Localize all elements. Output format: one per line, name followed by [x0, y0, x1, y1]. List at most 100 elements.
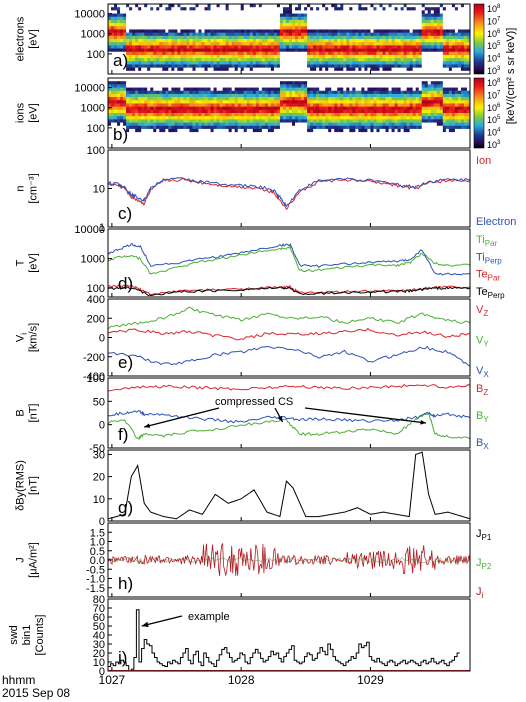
- heatmap-cell: [156, 103, 160, 108]
- heatmap-cell: [198, 144, 202, 149]
- heatmap-cell: [282, 138, 287, 143]
- heatmap-cell: [147, 93, 151, 98]
- heatmap-cell: [289, 128, 293, 133]
- heatmap-cell: [237, 116, 242, 120]
- heatmap-cell: [316, 109, 320, 114]
- heatmap-cell: [370, 116, 374, 120]
- heatmap-cell: [349, 35, 353, 40]
- heatmap-cell: [117, 7, 121, 11]
- heatmap-cell: [349, 100, 353, 104]
- heatmap-cell: [171, 132, 175, 136]
- heatmap-cell: [243, 81, 248, 85]
- heatmap-cell: [195, 13, 199, 18]
- heatmap-cell: [427, 48, 432, 53]
- heatmap-cell: [126, 32, 130, 37]
- heatmap-cell: [349, 103, 353, 108]
- heatmap-cell: [240, 135, 245, 139]
- heatmap-cell: [439, 42, 444, 46]
- heatmap-cell: [439, 23, 444, 27]
- heatmap-cell: [298, 122, 302, 127]
- heatmap-cell: [216, 122, 221, 127]
- heatmap-cell: [361, 119, 365, 123]
- heatmap-cell: [382, 109, 386, 114]
- heatmap-cell: [165, 78, 169, 82]
- heatmap-cell: [207, 29, 211, 34]
- heatmap-cell: [252, 64, 257, 69]
- heatmap-cell: [231, 78, 236, 82]
- heatmap-cell: [210, 135, 214, 139]
- y-axis-label: [eV]: [28, 29, 40, 49]
- heatmap-cell: [304, 10, 308, 14]
- heatmap-cell: [141, 93, 145, 98]
- heatmap-cell: [319, 54, 323, 59]
- heatmap-cell: [264, 100, 269, 104]
- heatmap-cell: [222, 32, 227, 37]
- heatmap-cell: [270, 93, 275, 98]
- heatmap-cell: [156, 100, 160, 104]
- heatmap-cell: [337, 48, 341, 53]
- heatmap-cell: [162, 97, 166, 101]
- heatmap-cell: [177, 10, 181, 14]
- heatmap-cell: [243, 32, 248, 37]
- heatmap-cell: [397, 122, 402, 127]
- heatmap-cell: [213, 116, 217, 120]
- heatmap-cell: [201, 13, 205, 18]
- heatmap-cell: [322, 81, 326, 85]
- heatmap-cell: [355, 100, 359, 104]
- heatmap-cell: [183, 42, 187, 46]
- heatmap-cell: [346, 67, 350, 72]
- heatmap-cell: [400, 106, 405, 111]
- heatmap-cell: [141, 29, 145, 34]
- heatmap-cell: [285, 13, 290, 18]
- heatmap-cell: [457, 7, 462, 11]
- heatmap-cell: [138, 81, 142, 85]
- heatmap-cell: [322, 97, 326, 101]
- heatmap-cell: [346, 87, 350, 92]
- heatmap-cell: [189, 119, 193, 123]
- heatmap-cell: [322, 78, 326, 82]
- heatmap-cell: [207, 78, 211, 82]
- heatmap-cell: [358, 7, 362, 11]
- heatmap-cell: [406, 144, 411, 149]
- heatmap-cell: [162, 81, 166, 85]
- heatmap-cell: [180, 64, 184, 69]
- heatmap-cell: [285, 10, 290, 14]
- heatmap-cell: [412, 10, 417, 14]
- heatmap-cell: [442, 64, 447, 69]
- heatmap-cell: [192, 7, 196, 11]
- heatmap-cell: [237, 109, 242, 114]
- heatmap-cell: [355, 4, 359, 8]
- heatmap-cell: [358, 141, 362, 146]
- heatmap-cell: [379, 90, 383, 95]
- heatmap-cell: [198, 4, 202, 8]
- heatmap-cell: [331, 29, 335, 34]
- heatmap-cell: [108, 135, 112, 139]
- heatmap-cell: [144, 23, 148, 27]
- heatmap-cell: [207, 32, 211, 37]
- heatmap-cell: [409, 67, 414, 72]
- heatmap-cell: [282, 29, 287, 34]
- heatmap-cell: [108, 138, 112, 143]
- heatmap-cell: [180, 10, 184, 14]
- heatmap-cell: [174, 144, 178, 149]
- heatmap-cell: [304, 113, 308, 117]
- heatmap-cell: [219, 39, 224, 43]
- heatmap-cell: [388, 81, 392, 85]
- heatmap-cell: [295, 106, 299, 111]
- heatmap-cell: [225, 119, 230, 123]
- heatmap-cell: [282, 125, 287, 130]
- heatmap-cell: [424, 90, 429, 95]
- heatmap-cell: [364, 70, 368, 75]
- heatmap-cell: [135, 144, 139, 149]
- heatmap-cell: [171, 67, 175, 72]
- heatmap-cell: [454, 29, 459, 34]
- heatmap-cell: [364, 39, 368, 43]
- heatmap-cell: [421, 106, 426, 111]
- heatmap-cell: [189, 100, 193, 104]
- heatmap-cell: [153, 61, 157, 65]
- heatmap-cell: [216, 87, 221, 92]
- heatmap-cell: [192, 100, 196, 104]
- heatmap-cell: [355, 26, 359, 30]
- heatmap-cell: [234, 45, 239, 49]
- heatmap-cell: [240, 51, 245, 56]
